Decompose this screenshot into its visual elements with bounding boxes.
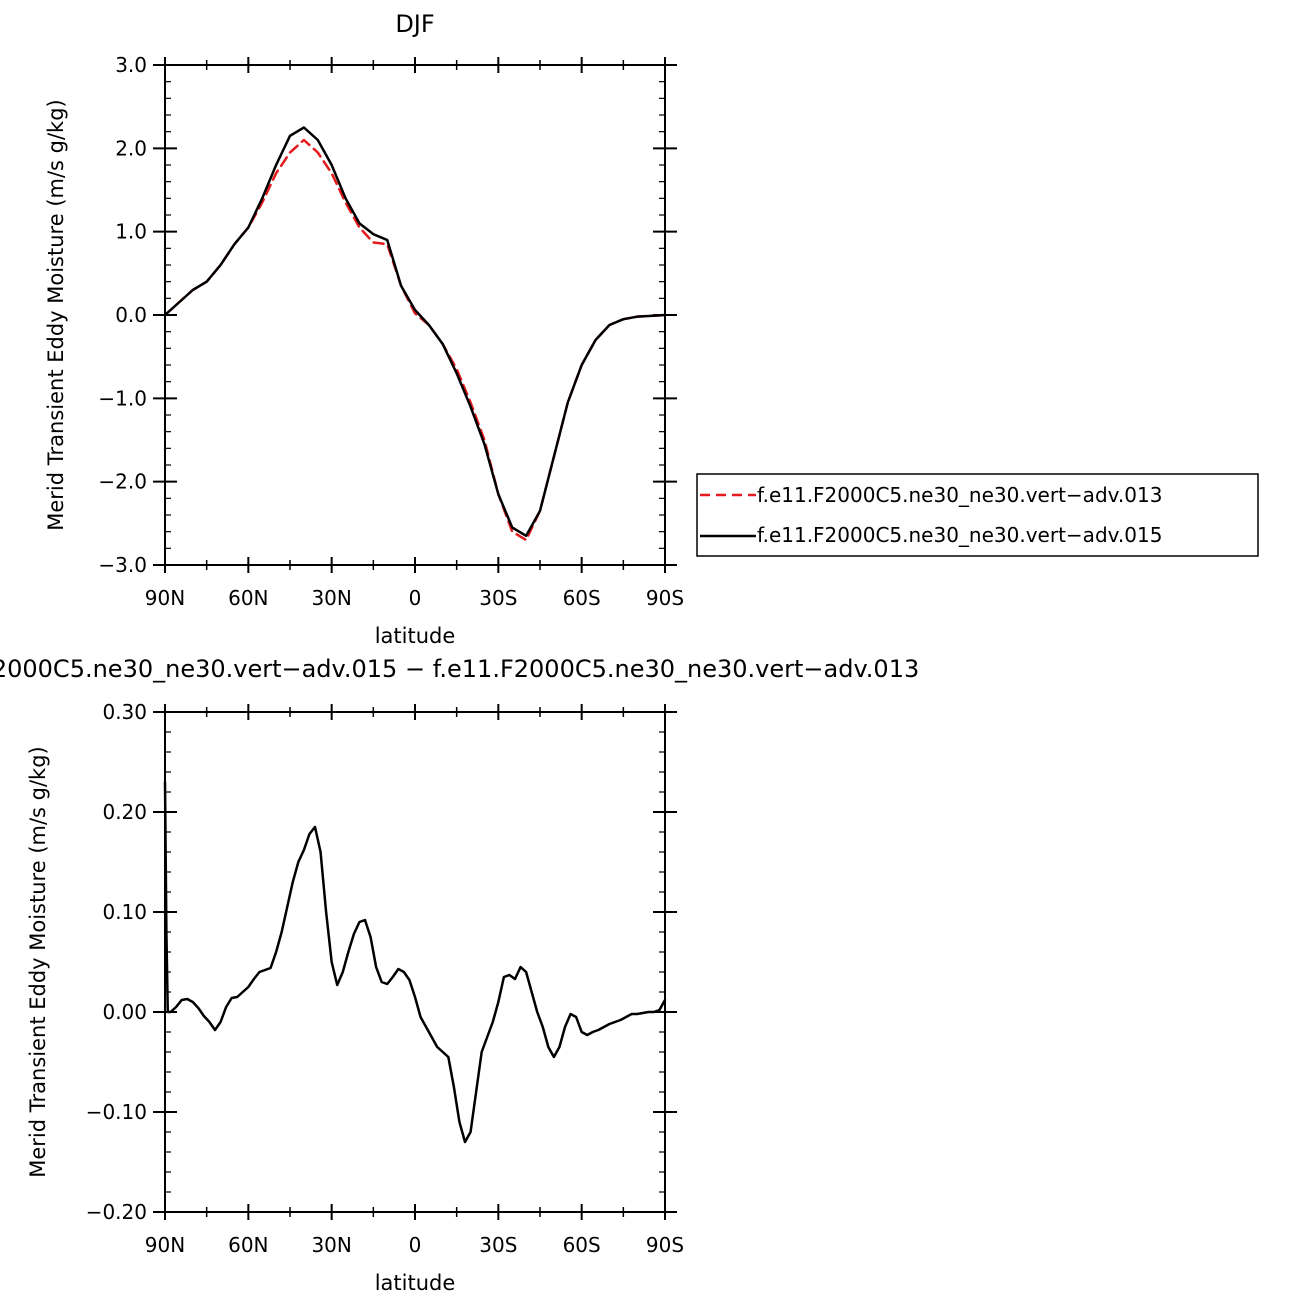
bottom-panel: f.e11.F2000C5.ne30_ne30.vert−adv.015 − f… bbox=[0, 655, 919, 1295]
y-tick-label: 0.10 bbox=[102, 900, 147, 924]
x-tick-label: 60S bbox=[563, 1233, 601, 1257]
y-tick-label: −1.0 bbox=[98, 386, 147, 410]
bottom-x-tick-labels: 90N 60N 30N 0 30S 60S 90S bbox=[145, 1233, 684, 1257]
x-tick-label: 90S bbox=[646, 1233, 684, 1257]
y-tick-label: 3.0 bbox=[115, 53, 147, 77]
y-tick-label: 2.0 bbox=[115, 136, 147, 160]
bottom-x-axis-label: latitude bbox=[375, 1271, 456, 1295]
x-tick-label: 30N bbox=[311, 586, 351, 610]
x-tick-label: 60N bbox=[228, 586, 268, 610]
bottom-y-axis-label: Merid Transient Eddy Moisture (m/s g/kg) bbox=[26, 746, 50, 1178]
top-plot-frame bbox=[164, 64, 666, 566]
x-tick-label: 0 bbox=[409, 1233, 422, 1257]
x-tick-label: 90N bbox=[145, 1233, 185, 1257]
y-tick-label: 0.20 bbox=[102, 800, 147, 824]
x-tick-label: 30S bbox=[479, 1233, 517, 1257]
bottom-series-lines bbox=[163, 780, 667, 1144]
x-tick-label: 60N bbox=[228, 1233, 268, 1257]
y-tick-label: −0.10 bbox=[86, 1100, 147, 1124]
top-panel: DJF 3.0 2.0 1.0 0.0 −1.0 −2.0 −3.0 90N 60N 30N 0 3… bbox=[44, 10, 1259, 648]
y-tick-label: 0.00 bbox=[102, 1000, 147, 1024]
legend-label-013: f.e11.F2000C5.ne30_ne30.vert−adv.013 bbox=[757, 483, 1162, 507]
top-panel-title: DJF bbox=[395, 10, 434, 38]
top-x-tick-labels: 90N 60N 30N 0 30S 60S 90S bbox=[145, 586, 684, 610]
y-tick-label: 0.30 bbox=[102, 700, 147, 724]
y-tick-label: 1.0 bbox=[115, 220, 147, 244]
bottom-panel-title: f.e11.F2000C5.ne30_ne30.vert−adv.015 − f… bbox=[0, 655, 919, 683]
legend-label-015: f.e11.F2000C5.ne30_ne30.vert−adv.015 bbox=[757, 523, 1162, 547]
x-tick-label: 30S bbox=[479, 586, 517, 610]
y-tick-label: −3.0 bbox=[98, 553, 147, 577]
bottom-y-tick-labels: 0.30 0.20 0.10 0.00 −0.10 −0.20 bbox=[86, 700, 147, 1224]
series-line-diff bbox=[163, 780, 667, 1144]
top-x-axis-label: latitude bbox=[375, 624, 456, 648]
x-tick-label: 90N bbox=[145, 586, 185, 610]
series-line-013 bbox=[163, 138, 667, 542]
y-tick-label: −2.0 bbox=[98, 470, 147, 494]
top-y-axis-label: Merid Transient Eddy Moisture (m/s g/kg) bbox=[44, 99, 68, 531]
legend-box bbox=[696, 473, 1259, 557]
top-y-tick-labels: 3.0 2.0 1.0 0.0 −1.0 −2.0 −3.0 bbox=[98, 53, 147, 577]
x-tick-label: 60S bbox=[563, 586, 601, 610]
top-series-lines bbox=[163, 126, 667, 542]
bottom-plot-frame bbox=[164, 711, 666, 1213]
x-tick-label: 90S bbox=[646, 586, 684, 610]
bottom-axis-ticks bbox=[153, 704, 677, 1220]
x-tick-label: 30N bbox=[311, 1233, 351, 1257]
legend: f.e11.F2000C5.ne30_ne30.vert−adv.013 f.e… bbox=[696, 473, 1259, 557]
series-line-015 bbox=[163, 126, 667, 538]
x-tick-label: 0 bbox=[409, 586, 422, 610]
top-axis-ticks bbox=[153, 57, 677, 573]
y-tick-label: 0.0 bbox=[115, 303, 147, 327]
y-tick-label: −0.20 bbox=[86, 1200, 147, 1224]
